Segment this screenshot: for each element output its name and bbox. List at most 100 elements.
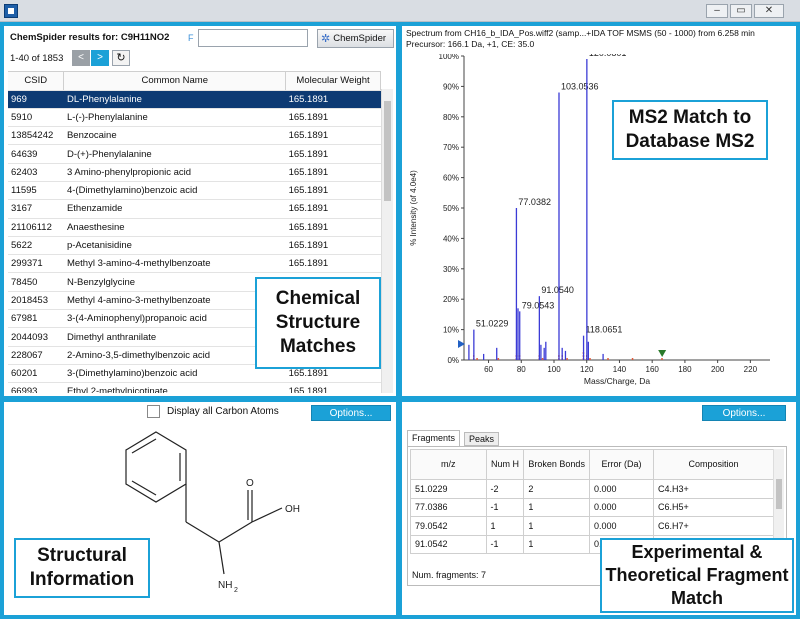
y-tick-label: 70%	[443, 143, 459, 152]
peak-label: 91.0540	[541, 285, 574, 295]
fragment-cell: 1	[485, 516, 525, 536]
results-row[interactable]: 60201 3-(Dimethylamino)benzoic acid 165.18…	[8, 364, 381, 384]
results-column-header[interactable]: Common Name	[63, 72, 287, 91]
display-carbon-checkbox[interactable]	[147, 405, 160, 418]
results-cell: 165.1891	[285, 90, 381, 109]
prev-page-button[interactable]: <	[72, 50, 90, 66]
y-axis-label: % Intensity (of 4.0e4)	[409, 170, 418, 246]
fragments-table: m/z Num H Broken Bonds Error (Da) Compositio…	[410, 449, 775, 554]
results-label: ChemSpider results for: C9H11NO2	[10, 32, 170, 43]
peak-label: 118.0651	[586, 325, 623, 335]
filter-label: F	[188, 33, 194, 43]
results-cell: 3-(Dimethylamino)benzoic acid	[63, 364, 286, 384]
results-row[interactable]: 21106112 Anaesthesine 165.1891	[8, 218, 381, 237]
fragment-cell: -1	[485, 534, 525, 554]
x-tick-label: 140	[613, 365, 627, 374]
results-cell: Methyl 3-amino-4-methylbenzoate	[63, 254, 286, 274]
fragment-row[interactable]: 77.0386 -1 1 0.000 C6.H5+	[410, 497, 775, 517]
fragments-column-header[interactable]: Composition	[652, 449, 775, 480]
results-row[interactable]: 13854242 Benzocaine 165.1891	[8, 126, 381, 146]
y-tick-label: 40%	[443, 234, 459, 243]
fragments-scrollbar[interactable]	[773, 449, 784, 554]
results-cell: 3167	[8, 199, 64, 219]
results-cell: 969	[8, 90, 64, 109]
x-tick-label: 220	[744, 365, 758, 374]
fragments-column-header[interactable]: m/z	[410, 449, 487, 480]
y-tick-label: 90%	[443, 82, 459, 91]
results-cell: 165.1891	[285, 126, 381, 146]
display-carbon-label: Display all Carbon Atoms	[167, 406, 279, 417]
y-tick-label: 80%	[443, 113, 459, 122]
fragments-column-header[interactable]: Broken Bonds	[523, 449, 590, 480]
spectrum-chart[interactable]: 0% 10% 20% 30% 40% 50% 60% 70% 80% 90% 100% 60 80 100…	[402, 54, 796, 394]
peak-label: 77.0382	[518, 197, 551, 207]
results-cell: 5910	[8, 108, 64, 128]
tab-peaks[interactable]: Peaks	[464, 432, 500, 446]
structure-options-button[interactable]: Options...	[311, 405, 391, 421]
results-cell: Benzocaine	[63, 126, 286, 146]
close-button[interactable]: ✕	[754, 4, 784, 18]
results-cell: 62403	[8, 163, 64, 182]
fragments-scrollbar-thumb[interactable]	[776, 479, 782, 509]
app-icon	[4, 4, 18, 18]
molecule-drawing: O OH NH 2	[125, 431, 300, 594]
fragment-cell: 79.0542	[410, 516, 487, 536]
results-row[interactable]: 299371 Methyl 3-amino-4-methylbenzoate 165…	[8, 254, 381, 274]
results-row[interactable]: 3167 Ethenzamide 165.1891	[8, 199, 381, 219]
results-row[interactable]: 11595 4-(Dimethylamino)benzoic acid 165.18…	[8, 181, 381, 201]
fragment-row[interactable]: 51.0229 -2 2 0.000 C4.H3+	[410, 479, 775, 499]
fragments-column-header[interactable]: Error (Da)	[588, 449, 654, 480]
fragment-cell: -1	[485, 497, 525, 517]
results-row[interactable]: 66993 Ethyl 2-methylnicotinate 165.1891	[8, 382, 381, 393]
next-page-button[interactable]: >	[91, 50, 109, 66]
fragment-cell: 0.000	[588, 497, 654, 517]
results-cell: 165.1891	[285, 181, 381, 201]
results-cell: 228067	[8, 346, 64, 365]
chemspider-button[interactable]: ✲ ChemSpider	[317, 29, 394, 48]
x-tick-label: 120	[580, 365, 594, 374]
results-cell: L-(-)-Phenylalanine	[63, 108, 286, 128]
results-cell: Dimethyl anthranilate	[63, 327, 286, 347]
fragments-column-header[interactable]: Num H	[485, 449, 525, 480]
scrollbar-thumb[interactable]	[384, 101, 391, 201]
results-cell: 165.1891	[285, 144, 381, 164]
y-tick-label: 60%	[443, 174, 459, 183]
results-cell: 165.1891	[285, 236, 381, 256]
fragments-options-button[interactable]: Options...	[702, 405, 786, 421]
results-row[interactable]: 62403 3 Amino-phenylpropionic acid 165.189…	[8, 163, 381, 182]
tab-fragments[interactable]: Fragments	[407, 430, 461, 446]
results-row[interactable]: 64639 D-(+)-Phenylalanine 165.1891	[8, 144, 381, 164]
results-column-header[interactable]: CSID	[8, 72, 65, 91]
y-tick-label: 0%	[447, 356, 459, 365]
y-tick-label: 10%	[443, 326, 459, 335]
results-cell: DL-Phenylalanine	[63, 90, 286, 109]
fragment-cell: 1	[523, 516, 590, 536]
y-tick-label: 20%	[443, 295, 459, 304]
chemspider-button-label: ChemSpider	[333, 33, 387, 44]
results-cell: N-Benzylglycine	[63, 272, 286, 292]
spectrum-header: Spectrum from CH16_b_IDA_Pos.wiff2 (samp…	[406, 28, 755, 38]
x-tick-label: 180	[678, 365, 692, 374]
restore-button[interactable]: ▭	[730, 4, 752, 18]
refresh-button[interactable]: ↻	[112, 50, 130, 66]
results-cell: 66993	[8, 382, 64, 393]
baseline-arrow-icon	[458, 340, 465, 348]
amine-label: NH	[218, 580, 232, 591]
results-scrollbar[interactable]	[381, 89, 393, 393]
fragment-row[interactable]: 79.0542 1 1 0.000 C6.H7+	[410, 516, 775, 536]
results-row[interactable]: 5622 p-Acetanisidine 165.1891	[8, 236, 381, 256]
results-cell: 2018453	[8, 291, 64, 311]
results-cell: 11595	[8, 181, 64, 201]
precursor-marker-icon	[658, 350, 667, 357]
amine-subscript: 2	[234, 587, 238, 594]
results-row[interactable]: 5910 L-(-)-Phenylalanine 165.1891	[8, 108, 381, 128]
minimize-button[interactable]: –	[706, 4, 728, 18]
filter-input[interactable]	[198, 29, 308, 47]
results-cell: 299371	[8, 254, 64, 274]
results-column-header[interactable]: Molecular Weight	[285, 72, 381, 91]
y-tick-label: 100%	[439, 54, 459, 61]
y-tick-label: 30%	[443, 265, 459, 274]
results-cell: 21106112	[8, 218, 64, 237]
results-row[interactable]: 969 DL-Phenylalanine 165.1891	[8, 90, 381, 109]
fragment-cell: 0.000	[588, 479, 654, 499]
